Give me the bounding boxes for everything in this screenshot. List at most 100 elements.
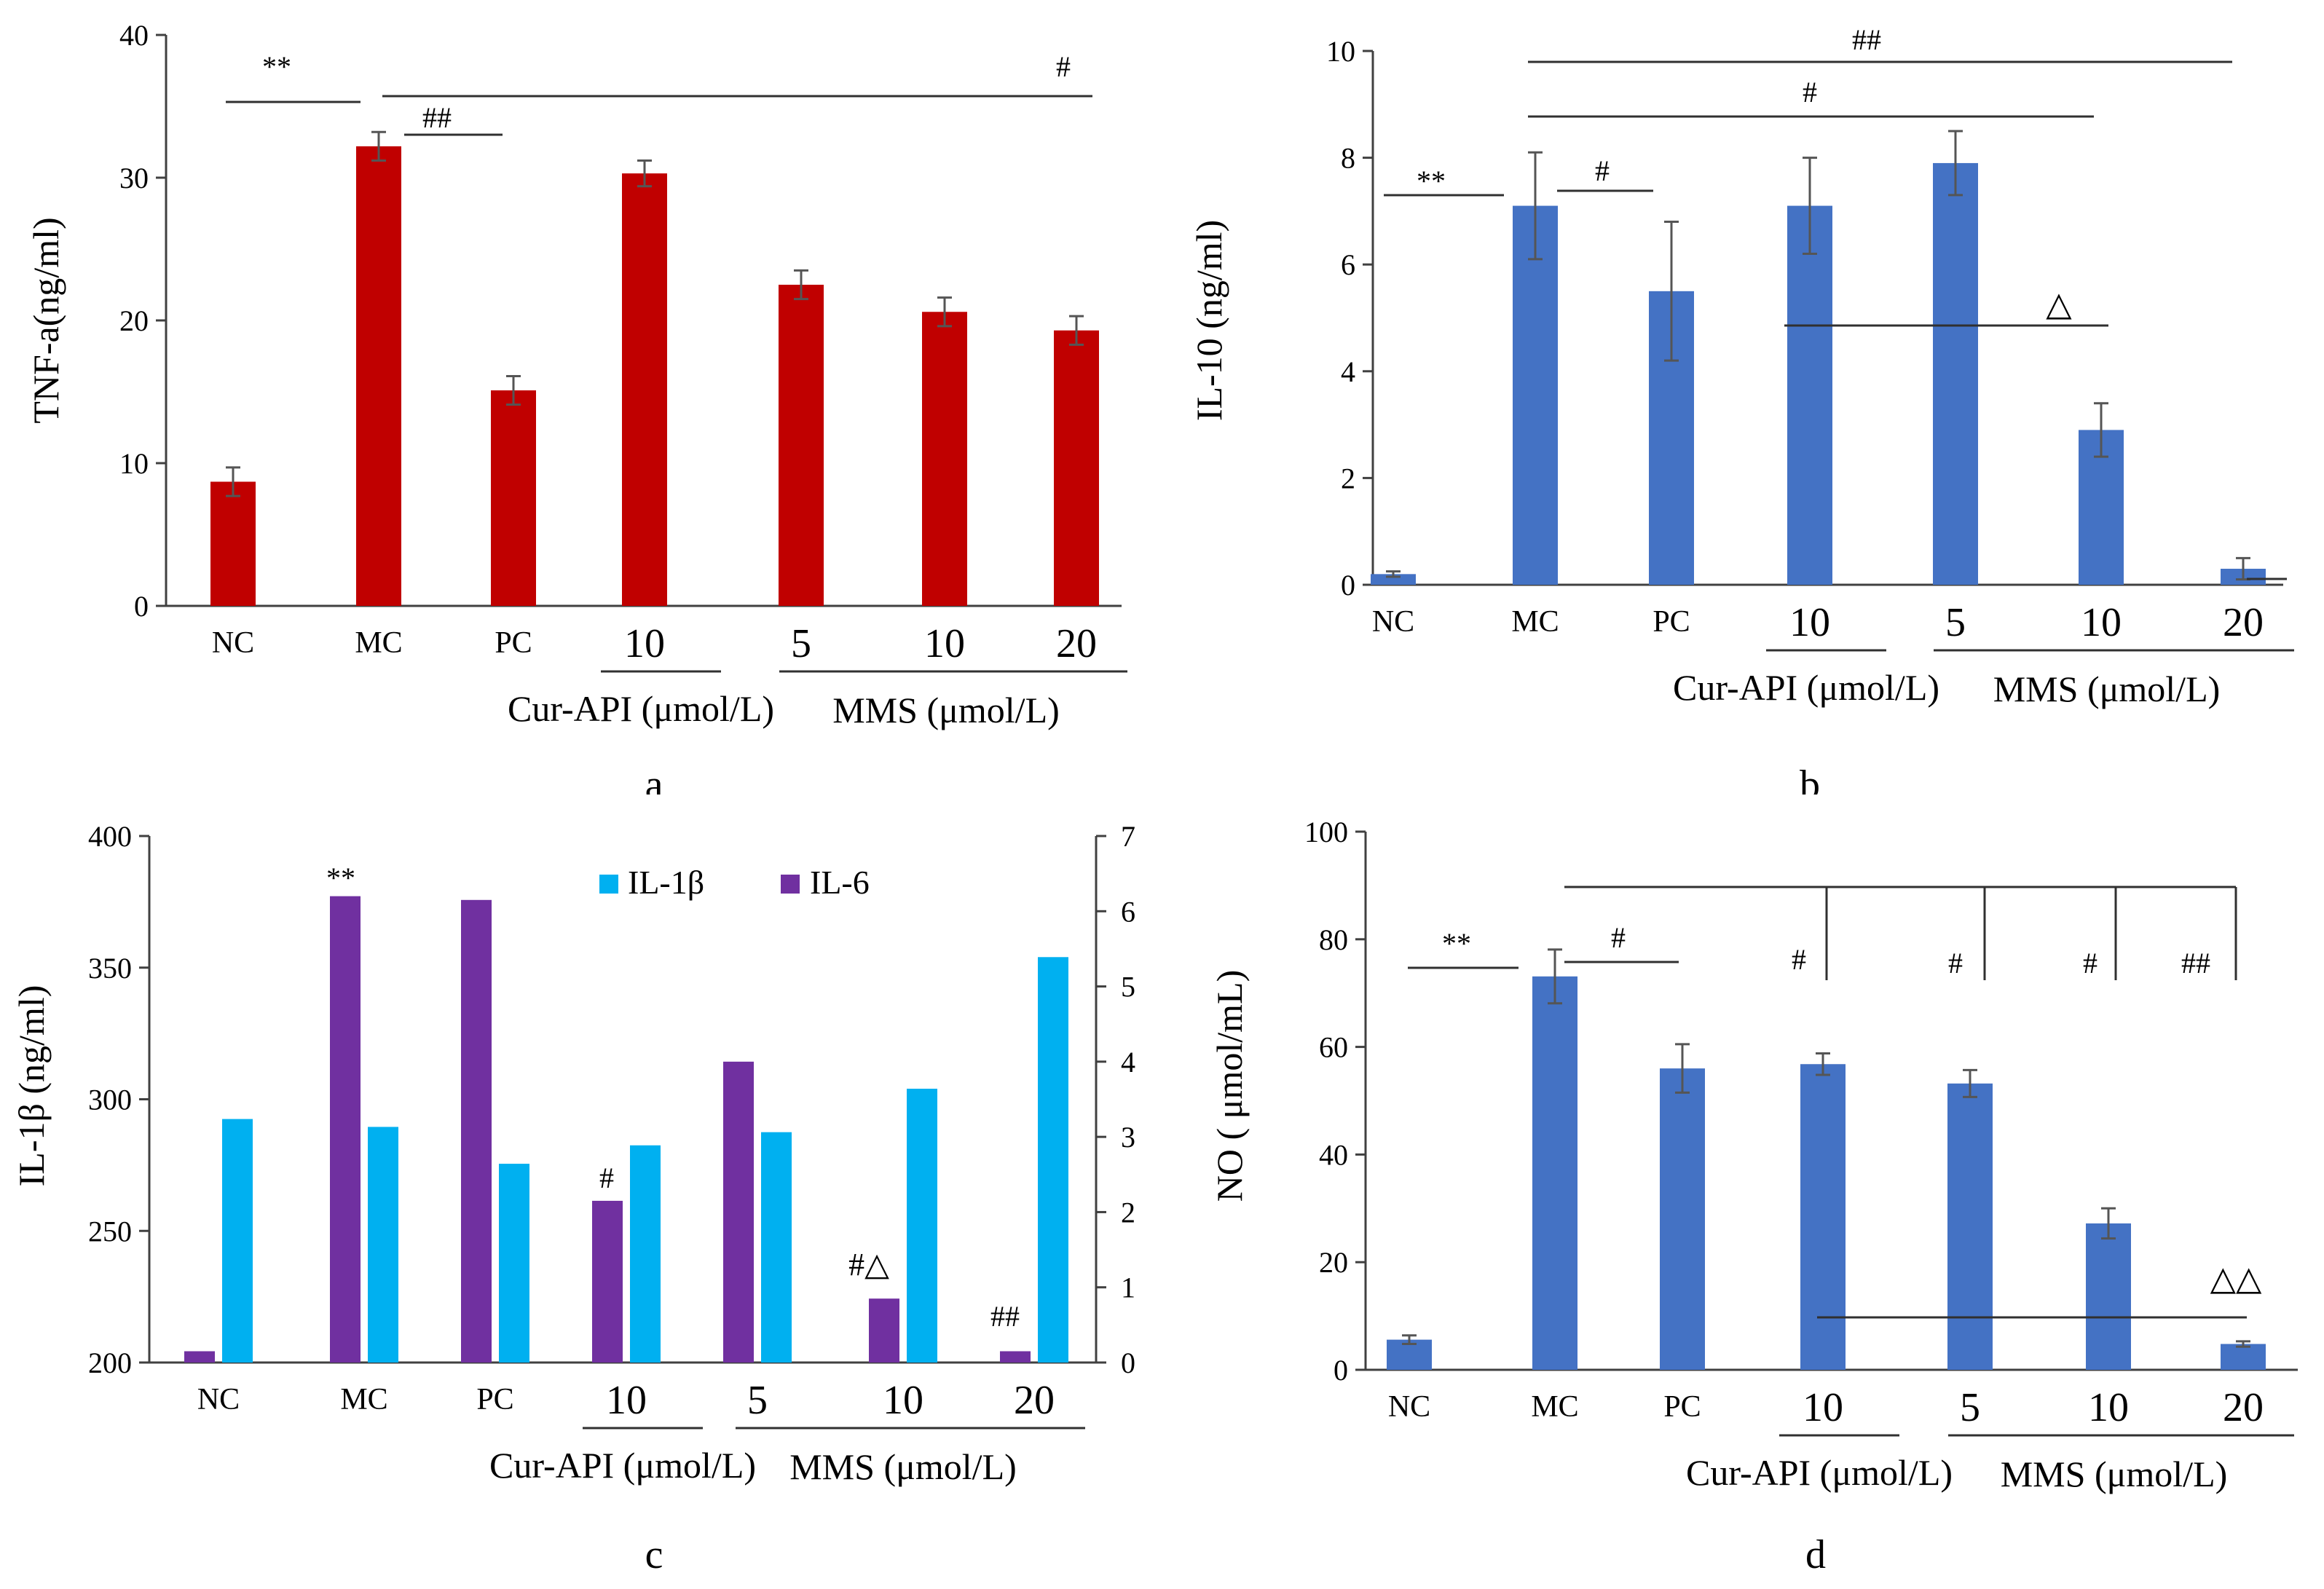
panel-c-legend-label-il6: IL-6 [810,864,870,901]
panel-c-y2tick-label: 7 [1121,820,1135,853]
panel-b-category-label: PC [1653,605,1690,639]
panel-c-category-label: MC [340,1383,387,1416]
panel-d-bar [2221,1344,2266,1370]
panel-c-category-label: 20 [1014,1378,1055,1423]
panel-b-ytick-label: 6 [1341,248,1355,281]
panel-c-bar-il6 [461,899,492,1363]
panel-c-y2tick-label: 5 [1121,971,1135,1004]
panel-a-bar [922,312,967,606]
panel-c-bar-il6 [592,1200,623,1363]
panel-a-bar [491,390,536,606]
panel-c-legend-swatch-il6 [781,875,800,894]
panel-d-ytick-label: 60 [1319,1031,1348,1064]
panel-d-bar [1800,1064,1846,1370]
panel-c-category-label: PC [476,1383,513,1416]
panel-b-category-label: NC [1372,605,1414,639]
panel-d-significance-label: ## [2181,947,2210,979]
panel-d-category-label: 5 [1960,1385,1980,1430]
panel-c-letter: c [645,1532,663,1577]
panel-d-bar [2086,1223,2131,1370]
panel-b-category-label: 10 [1789,600,1830,645]
panel-b-letter: b [1800,762,1820,794]
panel-d-ytick-label: 40 [1319,1138,1348,1171]
panel-b-significance-label: ** [1417,165,1446,197]
panel-d-ytick-label: 0 [1334,1354,1348,1387]
chart-panel-a: 0 10 20 30 40 TNF-a(ng/ml) NC MC PC 10 5 10 20 Cur-AP… [25,19,1127,794]
panel-c-y2-axis-title: IL-6(ng/ml) [1156,1057,1162,1217]
panel-c-bar-il1b [499,1164,529,1363]
chart-panel-c: 200 250 300 350 400 IL-1β (ng/ml) 0 1 2 3 4 5 6 7 IL-6… [11,820,1162,1577]
panel-c-y2tick-label: 0 [1121,1346,1135,1379]
panel-a-ytick-label: 30 [119,162,149,194]
panel-d-group-label-mms: MMS (μmol/L) [2001,1454,2228,1494]
panel-a-significance-label: ** [262,50,291,83]
panel-a-group-label-mms: MMS (μmol/L) [832,690,1060,730]
panel-d-y-axis-title: NO ( μmol/mL) [1209,970,1250,1202]
panel-a-group-label-cur: Cur-API (μmol/L) [508,688,774,729]
panel-d-significance-label: # [1792,943,1806,976]
panel-c-group-label-cur: Cur-API (μmol/L) [489,1445,756,1486]
panel-c-legend-swatch-il1b [599,875,618,894]
panel-b-bar [1787,205,1832,585]
panel-b-ytick-label: 2 [1341,462,1355,494]
panel-b-bar [1371,574,1416,585]
panel-c-y2tick-label: 2 [1121,1196,1135,1229]
panel-d-category-label: PC [1663,1390,1701,1424]
panel-b-group-label-cur: Cur-API (μmol/L) [1673,667,1939,708]
panel-a-bar [356,146,401,606]
panel-a-letter: a [645,762,663,794]
panel-b-ytick-label: 10 [1326,35,1355,68]
panel-d-ytick-label: 100 [1304,816,1348,848]
panel-b-bar [1933,162,1978,585]
panel-d-category-label: 10 [1803,1385,1843,1430]
panel-b-group-label-mms: MMS (μmol/L) [1993,669,2221,709]
panel-c-ytick-label: 250 [88,1215,132,1247]
panel-d-bar [1660,1068,1705,1370]
panel-c-bar-il1b [907,1089,937,1363]
panel-a-significance-label: # [1056,50,1071,83]
panel-c-bar-il6 [330,896,361,1363]
panel-c-category-label: 5 [747,1378,768,1423]
panel-c-bar-il6 [869,1298,899,1363]
panel-b-category-label: 5 [1945,600,1966,645]
panel-a-category-label: NC [212,626,254,660]
panel-d-bar [1532,976,1577,1370]
panel-a-category-label: 5 [791,621,811,666]
panel-a-bar [210,481,256,606]
panel-d-group-label-cur: Cur-API (μmol/L) [1686,1452,1953,1493]
panel-d-category-label: NC [1388,1390,1430,1424]
panel-c-bar-il6 [184,1351,215,1363]
panel-d-plot: 0 20 40 60 80 100 NO ( μmol/mL) NC MC PC 10 5 10 20 Cu… [1209,816,2298,1494]
panel-d-category-label: 10 [2088,1385,2129,1430]
panel-c-ytick-label: 400 [88,820,132,853]
panel-a-category-label: PC [495,626,532,660]
panel-b-category-label: MC [1511,605,1559,639]
panel-b-significance-label: # [1595,154,1610,187]
chart-panel-d: 0 20 40 60 80 100 NO ( μmol/mL) NC MC PC 10 5 10 20 Cu… [1209,816,2298,1577]
panel-c-significance-label: ** [326,861,355,894]
panel-b-significance-label: ## [1852,23,1881,56]
panel-c-ytick-label: 200 [88,1346,132,1379]
panel-c-y2tick-label: 4 [1121,1046,1135,1079]
panel-d-significance-label: ** [1442,927,1471,960]
panel-b-category-label: 10 [2081,600,2122,645]
chart-panel-b: 0 2 4 6 8 10 IL-10 (ng/ml) NC MC PC 10 5 10 20 Cur-API… [1189,23,2294,794]
panel-a-plot: 0 10 20 30 40 TNF-a(ng/ml) NC MC PC 10 5 10 20 Cur-AP… [25,19,1127,730]
panel-a-significance-label: ## [422,101,452,134]
panel-d-letter: d [1805,1532,1826,1577]
panel-a-category-label: 10 [624,621,665,666]
panel-a-bar [1054,330,1099,606]
panel-a-category-label: 20 [1056,621,1097,666]
panel-b-plot: 0 2 4 6 8 10 IL-10 (ng/ml) NC MC PC 10 5 10 20 Cur-API… [1189,23,2294,709]
panel-c-ytick-label: 350 [88,952,132,985]
panel-c-bar-il6 [1000,1351,1031,1363]
panel-c-bar-il1b [1038,957,1068,1363]
panel-a-ytick-label: 10 [119,447,149,480]
panel-c-y2tick-label: 3 [1121,1121,1135,1154]
panel-c-category-label: 10 [883,1378,923,1423]
panel-c-ytick-label: 300 [88,1084,132,1116]
panel-a-ytick-label: 20 [119,304,149,337]
panel-a-bar [622,173,667,606]
panel-c-y2tick-label: 6 [1121,895,1135,928]
